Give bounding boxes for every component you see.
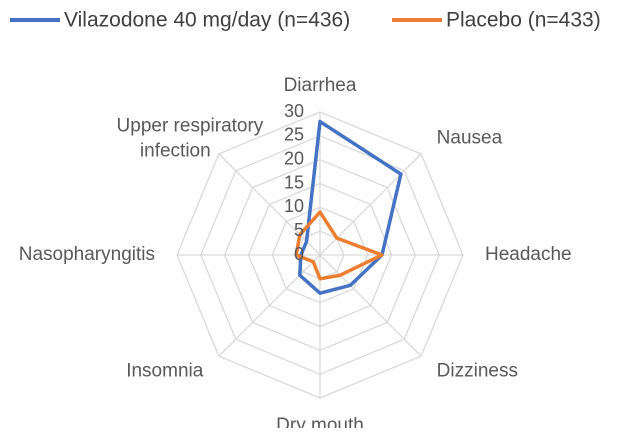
legend-label: Placebo (n=433) — [446, 9, 601, 32]
spoke — [319, 254, 422, 357]
category-label: Nausea — [437, 127, 503, 148]
legend-label: Vilazodone 40 mg/day (n=436) — [64, 9, 350, 32]
spoke — [218, 254, 321, 357]
category-label: Dizziness — [437, 361, 518, 382]
spoke — [218, 153, 321, 256]
category-label: Insomnia — [126, 361, 204, 382]
spoke — [319, 153, 422, 256]
category-label: Headache — [485, 244, 572, 265]
tick-label: 30 — [284, 101, 304, 121]
category-label: Dry mouth — [276, 415, 364, 428]
series-line — [298, 119, 403, 295]
tick-label: 25 — [284, 125, 304, 145]
tick-label: 20 — [284, 148, 304, 168]
category-label: Nasopharyngitis — [19, 244, 155, 265]
tick-label: 5 — [294, 220, 304, 240]
category-label: Upper respiratory infection — [117, 115, 264, 161]
tick-label: 10 — [284, 196, 304, 216]
tick-label: 0 — [294, 244, 304, 264]
category-label: Diarrhea — [284, 75, 357, 96]
tick-label: 15 — [284, 172, 304, 192]
series-line — [294, 210, 384, 281]
